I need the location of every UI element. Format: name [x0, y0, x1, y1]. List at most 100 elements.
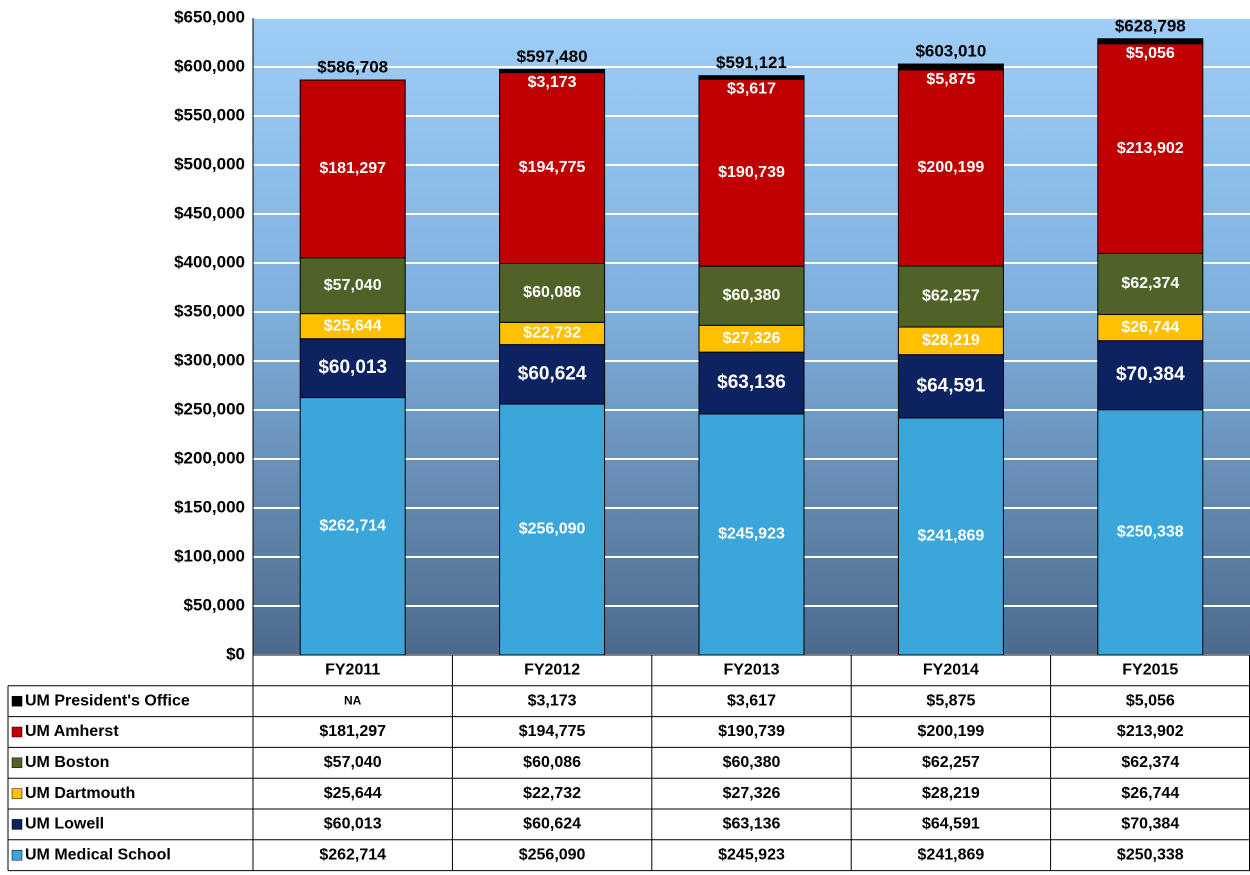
- data-label: $245,923: [718, 526, 785, 543]
- data-label: $60,624: [518, 363, 587, 384]
- bar-segment: [897, 326, 1004, 356]
- bar-segment: [1097, 252, 1204, 315]
- table-cell: $63,136: [723, 816, 781, 833]
- bar-segment: [499, 72, 606, 264]
- total-label: $603,010: [915, 42, 986, 61]
- bar-segment: [499, 403, 606, 656]
- table-cell: $200,199: [918, 723, 985, 740]
- data-label: $22,732: [523, 325, 581, 342]
- data-label: $63,136: [717, 372, 786, 393]
- data-label: $28,219: [922, 332, 980, 349]
- data-label: $70,384: [1116, 364, 1185, 385]
- bar-segment: [499, 262, 606, 323]
- legend-label: UM Medical School: [25, 846, 171, 863]
- data-label: $25,644: [324, 317, 382, 334]
- table-cell: $26,744: [1121, 785, 1179, 802]
- data-label: $200,199: [918, 159, 985, 176]
- table-cell: $213,902: [1117, 723, 1184, 740]
- y-tick-label: $150,000: [174, 497, 245, 516]
- bar-segment: [897, 417, 1004, 656]
- bar-segment: [698, 78, 805, 267]
- table-cell: $190,739: [718, 723, 785, 740]
- data-label: $250,338: [1117, 524, 1184, 541]
- data-label: $262,714: [319, 517, 386, 534]
- bar-segment: [1097, 340, 1204, 411]
- y-tick-label: $500,000: [174, 154, 245, 173]
- table-cell: $60,624: [523, 816, 581, 833]
- legend-label: UM Boston: [25, 754, 109, 771]
- table-cell: $241,869: [918, 846, 985, 863]
- total-label: $591,121: [716, 53, 787, 72]
- table-cell: $64,591: [922, 816, 980, 833]
- data-label: $60,380: [723, 287, 781, 304]
- total-label: $628,798: [1115, 16, 1186, 35]
- bar-segment: [499, 344, 606, 405]
- table-cell: $22,732: [523, 785, 581, 802]
- bar-segment: [299, 79, 406, 259]
- table-cell: $57,040: [324, 754, 382, 771]
- data-label: $27,326: [723, 330, 781, 347]
- data-label: $64,591: [917, 375, 986, 396]
- legend-label: UM President's Office: [25, 692, 190, 709]
- table-cell: $25,644: [324, 785, 382, 802]
- y-tick-label: $650,000: [174, 7, 245, 26]
- legend-key: [11, 849, 23, 861]
- data-label: $194,775: [519, 159, 586, 176]
- table-cell: $250,338: [1117, 846, 1184, 863]
- legend-label: UM Dartmouth: [25, 785, 135, 802]
- table-cell: $5,056: [1126, 692, 1175, 709]
- table-cell: $3,617: [727, 692, 776, 709]
- bar-segment: [1097, 43, 1204, 254]
- x-tick-label: FY2013: [723, 662, 779, 679]
- legend-key: [11, 695, 23, 707]
- bar-segment: [897, 69, 1004, 267]
- table-cell: $60,086: [523, 754, 581, 771]
- y-tick-label: $550,000: [174, 105, 245, 124]
- data-label: $3,173: [528, 74, 577, 91]
- data-label: $26,744: [1121, 319, 1179, 336]
- table-cell: $194,775: [519, 723, 586, 740]
- data-label: $5,056: [1126, 45, 1175, 62]
- y-tick-label: $350,000: [174, 301, 245, 320]
- table-cell: NA: [344, 693, 362, 707]
- data-label: $256,090: [519, 521, 586, 538]
- table-cell: $181,297: [319, 723, 386, 740]
- bar-segment: [1097, 409, 1204, 656]
- y-tick-label: $200,000: [174, 448, 245, 467]
- bar-segment: [897, 265, 1004, 328]
- y-tick-label: $0: [226, 644, 245, 663]
- x-tick-label: FY2012: [524, 662, 580, 679]
- bar-segment: [1097, 38, 1204, 45]
- legend-key: [11, 757, 23, 769]
- x-tick-label: FY2014: [923, 662, 979, 679]
- data-label: $57,040: [324, 277, 382, 294]
- table-cell: $256,090: [519, 846, 586, 863]
- y-tick-label: $250,000: [174, 399, 245, 418]
- total-label: $597,480: [517, 47, 588, 66]
- bar-segment: [499, 68, 606, 74]
- table-cell: $28,219: [922, 785, 980, 802]
- table-cell: $3,173: [528, 692, 577, 709]
- x-tick-label: FY2011: [325, 662, 380, 679]
- bar-segment: [698, 413, 805, 656]
- y-tick-label: $600,000: [174, 56, 245, 75]
- table-cell: $262,714: [319, 846, 386, 863]
- table-cell: $27,326: [723, 785, 781, 802]
- table-cell: $62,257: [922, 754, 980, 771]
- data-label: $190,739: [718, 164, 785, 181]
- data-label: $181,297: [319, 160, 386, 177]
- table-cell: $60,380: [723, 754, 781, 771]
- bar-segment: [299, 257, 406, 315]
- total-label: $586,708: [317, 58, 388, 77]
- table-cell: $60,013: [324, 816, 382, 833]
- x-tick-label: FY2015: [1122, 662, 1178, 679]
- bar-segment: [897, 354, 1004, 419]
- bar-segment: [698, 75, 805, 80]
- data-label: $213,902: [1117, 140, 1184, 157]
- data-label: $60,013: [318, 357, 387, 378]
- data-label: $60,086: [523, 284, 581, 301]
- legend-label: UM Amherst: [25, 723, 119, 740]
- data-label: $62,374: [1121, 275, 1179, 292]
- legend-key: [11, 819, 23, 830]
